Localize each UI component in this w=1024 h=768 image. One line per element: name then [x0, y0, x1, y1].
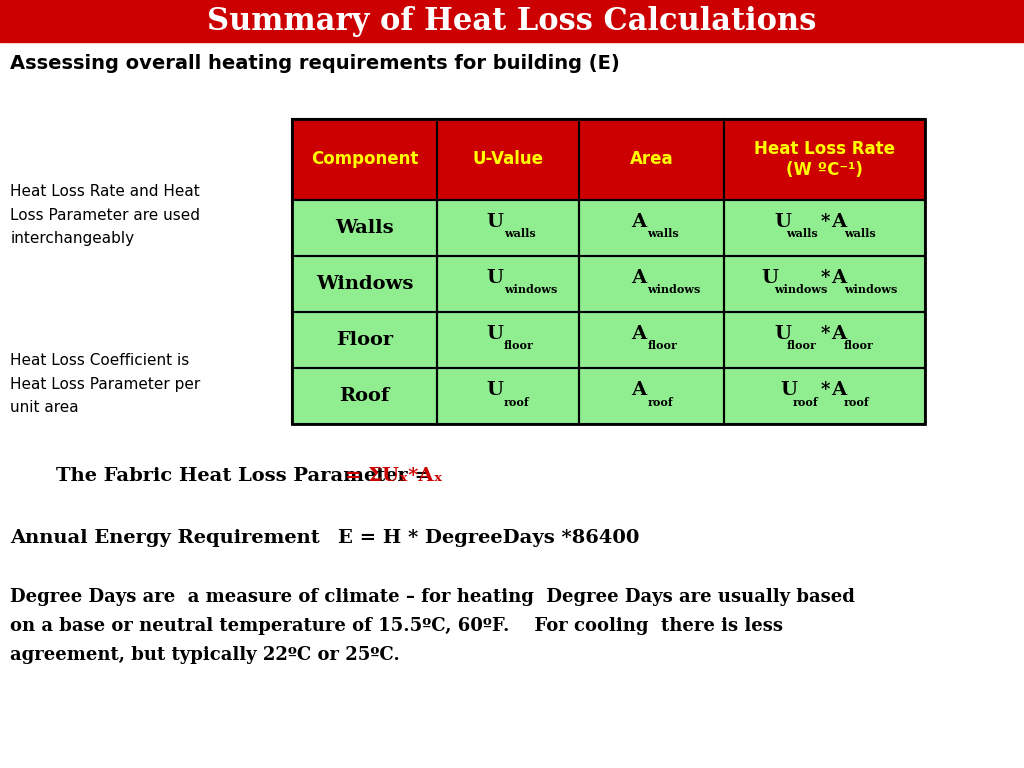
Bar	[724, 200, 925, 256]
Text: A: A	[631, 213, 646, 230]
Bar	[437, 119, 579, 200]
Text: E = H * DegreeDays *86400: E = H * DegreeDays *86400	[338, 528, 639, 547]
Bar	[579, 312, 724, 368]
Text: A: A	[831, 381, 847, 399]
Text: U: U	[774, 325, 791, 343]
Text: A: A	[631, 325, 646, 343]
Text: walls: walls	[504, 228, 536, 240]
Bar	[292, 312, 437, 368]
Bar	[579, 256, 724, 312]
Bar	[724, 256, 925, 312]
Bar	[437, 368, 579, 424]
Text: U: U	[774, 213, 791, 230]
Bar	[579, 119, 724, 200]
Text: U: U	[486, 325, 503, 343]
Bar	[579, 119, 724, 200]
Bar	[292, 256, 437, 312]
Text: windows: windows	[774, 284, 827, 296]
Bar	[724, 200, 925, 256]
Bar	[437, 368, 579, 424]
Bar	[724, 256, 925, 312]
Text: Roof: Roof	[339, 387, 390, 405]
Text: *: *	[820, 213, 829, 230]
Bar	[0, 0, 1024, 42]
Bar	[292, 256, 437, 312]
Bar	[724, 119, 925, 200]
Bar	[437, 200, 579, 256]
Text: roof: roof	[647, 396, 673, 408]
Bar	[292, 119, 925, 424]
Text: floor: floor	[504, 340, 534, 352]
Text: walls: walls	[844, 228, 876, 240]
Bar	[437, 312, 579, 368]
Bar	[724, 368, 925, 424]
Bar	[292, 368, 437, 424]
Text: walls: walls	[786, 228, 818, 240]
Bar	[437, 256, 579, 312]
Text: windows: windows	[844, 284, 897, 296]
Bar	[292, 200, 437, 256]
Bar	[437, 256, 579, 312]
Bar	[292, 312, 437, 368]
Text: Heat Loss Coefficient is
Heat Loss Parameter per
unit area: Heat Loss Coefficient is Heat Loss Param…	[10, 353, 201, 415]
Text: Degree Days are  a measure of climate – for heating  Degree Days are usually bas: Degree Days are a measure of climate – f…	[10, 588, 855, 664]
Bar	[724, 312, 925, 368]
Text: = ΣUₓ*Aₓ: = ΣUₓ*Aₓ	[345, 467, 443, 485]
Text: windows: windows	[504, 284, 557, 296]
Bar	[724, 312, 925, 368]
Text: U-Value: U-Value	[472, 151, 544, 168]
Text: roof: roof	[844, 396, 869, 408]
Bar	[579, 368, 724, 424]
Bar	[437, 119, 579, 200]
Bar	[292, 119, 437, 200]
Text: Windows: Windows	[315, 275, 414, 293]
Text: Heat Loss Rate and Heat
Loss Parameter are used
interchangeably: Heat Loss Rate and Heat Loss Parameter a…	[10, 184, 201, 246]
Bar	[724, 368, 925, 424]
Bar	[292, 368, 437, 424]
Text: A: A	[831, 269, 847, 286]
Text: Floor: Floor	[336, 331, 393, 349]
Text: floor: floor	[844, 340, 873, 352]
Text: *: *	[820, 325, 829, 343]
Text: roof: roof	[504, 396, 529, 408]
Text: Annual Energy Requirement: Annual Energy Requirement	[10, 528, 319, 547]
Text: A: A	[631, 269, 646, 286]
Text: Summary of Heat Loss Calculations: Summary of Heat Loss Calculations	[207, 5, 817, 37]
Bar	[579, 312, 724, 368]
Text: windows: windows	[647, 284, 700, 296]
Text: U: U	[780, 381, 797, 399]
Text: The Fabric Heat Loss Parameter =: The Fabric Heat Loss Parameter =	[56, 467, 444, 485]
Bar	[579, 200, 724, 256]
Bar	[724, 119, 925, 200]
Bar	[579, 256, 724, 312]
Text: Component: Component	[311, 151, 418, 168]
Text: Heat Loss Rate
(W ºC⁻¹): Heat Loss Rate (W ºC⁻¹)	[754, 140, 895, 179]
Text: Area: Area	[630, 151, 673, 168]
Bar	[292, 119, 437, 200]
Text: Assessing overall heating requirements for building (E): Assessing overall heating requirements f…	[10, 54, 620, 73]
Text: *: *	[820, 269, 829, 286]
Text: A: A	[831, 325, 847, 343]
Text: *: *	[820, 381, 829, 399]
Text: U: U	[486, 381, 503, 399]
Bar	[292, 200, 437, 256]
Bar	[579, 368, 724, 424]
Text: U: U	[762, 269, 778, 286]
Text: floor: floor	[647, 340, 677, 352]
Bar	[437, 312, 579, 368]
Text: Walls: Walls	[335, 219, 394, 237]
Text: floor: floor	[786, 340, 816, 352]
Text: roof: roof	[793, 396, 818, 408]
Text: U: U	[486, 213, 503, 230]
Text: A: A	[631, 381, 646, 399]
Bar	[579, 200, 724, 256]
Text: walls: walls	[647, 228, 679, 240]
Text: U: U	[486, 269, 503, 286]
Text: A: A	[831, 213, 847, 230]
Bar	[437, 200, 579, 256]
